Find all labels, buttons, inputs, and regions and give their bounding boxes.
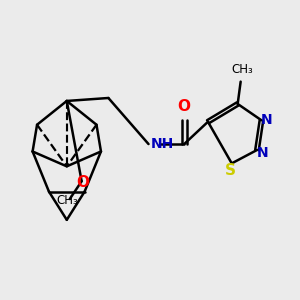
Text: O: O — [178, 99, 191, 114]
Text: O: O — [76, 175, 90, 190]
Text: CH₃: CH₃ — [231, 63, 253, 76]
Text: N: N — [256, 146, 268, 160]
Text: NH: NH — [151, 137, 174, 151]
Text: CH₃: CH₃ — [56, 194, 78, 207]
Text: S: S — [225, 163, 236, 178]
Text: N: N — [261, 113, 273, 127]
